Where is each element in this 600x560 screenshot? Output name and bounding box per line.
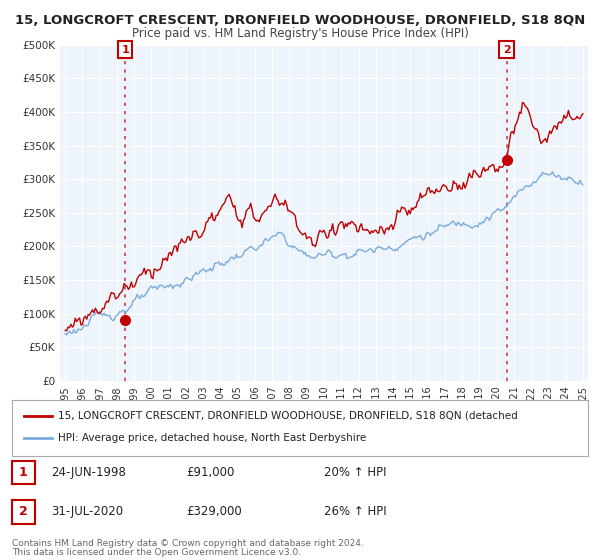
Text: 15, LONGCROFT CRESCENT, DRONFIELD WOODHOUSE, DRONFIELD, S18 8QN (detached: 15, LONGCROFT CRESCENT, DRONFIELD WOODHO… — [58, 410, 518, 421]
Text: £91,000: £91,000 — [186, 465, 235, 479]
Text: 24-JUN-1998: 24-JUN-1998 — [51, 465, 126, 479]
Text: 1: 1 — [121, 45, 129, 55]
Text: 2: 2 — [503, 45, 511, 55]
Text: 20% ↑ HPI: 20% ↑ HPI — [324, 465, 386, 479]
Text: Contains HM Land Registry data © Crown copyright and database right 2024.: Contains HM Land Registry data © Crown c… — [12, 539, 364, 548]
Text: Price paid vs. HM Land Registry's House Price Index (HPI): Price paid vs. HM Land Registry's House … — [131, 27, 469, 40]
Text: 2: 2 — [19, 505, 28, 519]
Text: This data is licensed under the Open Government Licence v3.0.: This data is licensed under the Open Gov… — [12, 548, 301, 557]
Text: 31-JUL-2020: 31-JUL-2020 — [51, 505, 123, 518]
Text: 26% ↑ HPI: 26% ↑ HPI — [324, 505, 386, 518]
Text: £329,000: £329,000 — [186, 505, 242, 518]
Text: 1: 1 — [19, 466, 28, 479]
Text: HPI: Average price, detached house, North East Derbyshire: HPI: Average price, detached house, Nort… — [58, 433, 367, 444]
Text: 15, LONGCROFT CRESCENT, DRONFIELD WOODHOUSE, DRONFIELD, S18 8QN: 15, LONGCROFT CRESCENT, DRONFIELD WOODHO… — [15, 14, 585, 27]
